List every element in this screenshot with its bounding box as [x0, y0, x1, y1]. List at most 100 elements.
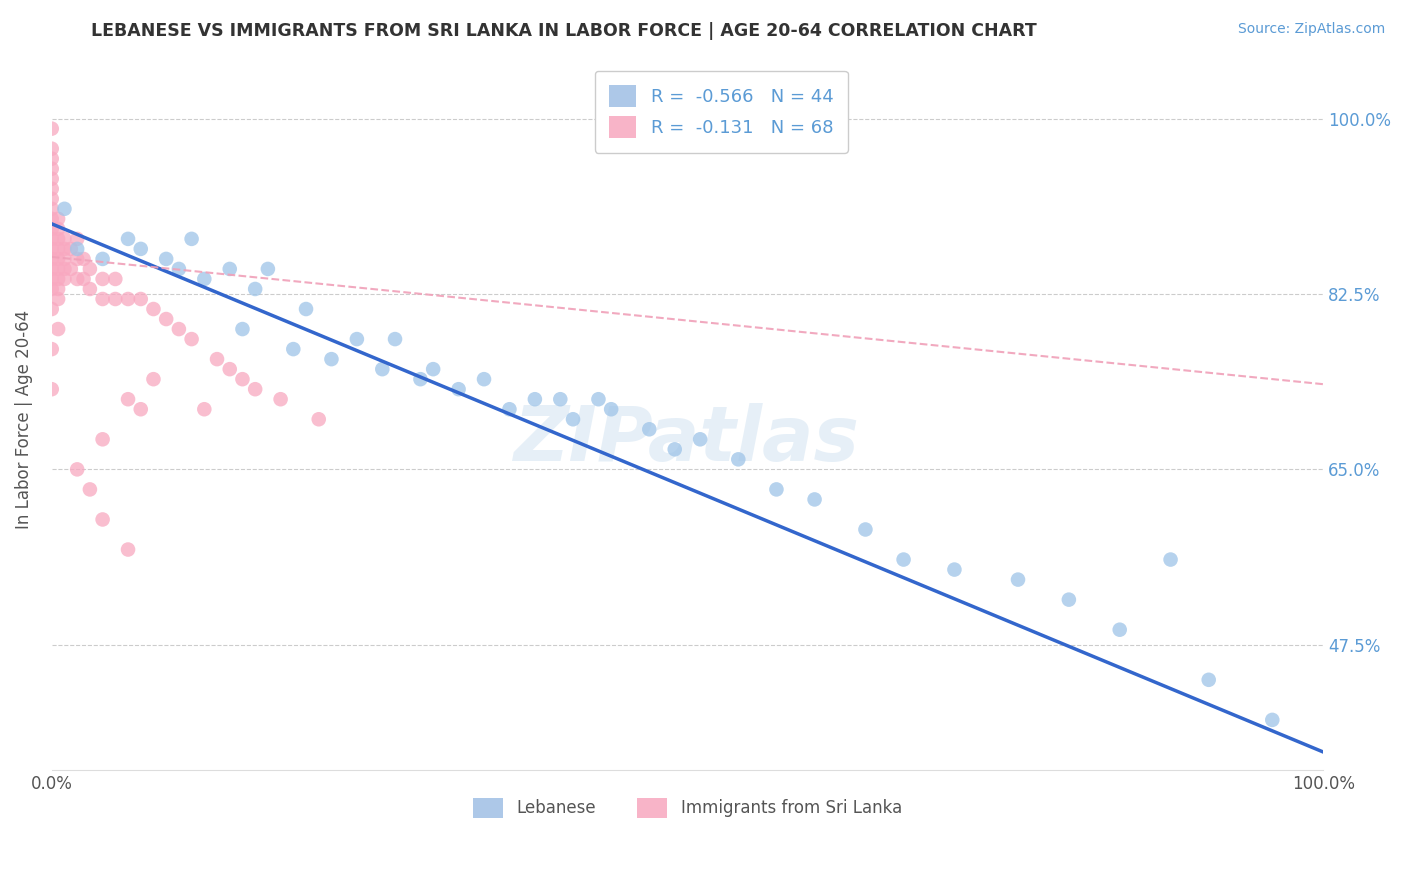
- Point: [91, 512, 114, 526]
- Point: [46, 211, 69, 226]
- Point: [218, 362, 240, 376]
- Point: [765, 483, 787, 497]
- Point: [117, 292, 139, 306]
- Point: [803, 492, 825, 507]
- Point: [41, 161, 63, 176]
- Point: [46, 232, 69, 246]
- Point: [91, 272, 114, 286]
- Point: [41, 252, 63, 266]
- Point: [46, 322, 69, 336]
- Point: [295, 301, 318, 316]
- Point: [79, 262, 101, 277]
- Point: [41, 301, 63, 316]
- Point: [46, 272, 69, 286]
- Point: [193, 402, 215, 417]
- Point: [91, 432, 114, 446]
- Point: [167, 262, 190, 277]
- Point: [893, 552, 915, 566]
- Point: [46, 252, 69, 266]
- Point: [1057, 592, 1080, 607]
- Point: [346, 332, 368, 346]
- Point: [257, 262, 280, 277]
- Point: [638, 422, 661, 436]
- Point: [142, 372, 165, 386]
- Point: [943, 563, 966, 577]
- Point: [205, 352, 228, 367]
- Point: [270, 392, 292, 407]
- Point: [72, 272, 94, 286]
- Point: [155, 312, 177, 326]
- Point: [41, 272, 63, 286]
- Point: [79, 483, 101, 497]
- Point: [142, 301, 165, 316]
- Point: [117, 542, 139, 557]
- Point: [1160, 552, 1182, 566]
- Point: [53, 262, 76, 277]
- Point: [66, 462, 89, 476]
- Point: [53, 232, 76, 246]
- Point: [41, 171, 63, 186]
- Point: [447, 382, 470, 396]
- Point: [66, 252, 89, 266]
- Point: [91, 292, 114, 306]
- Point: [66, 232, 89, 246]
- Point: [79, 282, 101, 296]
- Point: [41, 282, 63, 296]
- Point: [689, 432, 711, 446]
- Point: [727, 452, 749, 467]
- Point: [66, 272, 89, 286]
- Point: [218, 262, 240, 277]
- Point: [664, 442, 686, 457]
- Point: [46, 282, 69, 296]
- Point: [129, 242, 152, 256]
- Point: [41, 202, 63, 216]
- Point: [231, 322, 253, 336]
- Point: [308, 412, 330, 426]
- Point: [180, 332, 202, 346]
- Point: [53, 272, 76, 286]
- Point: [41, 342, 63, 356]
- Point: [72, 252, 94, 266]
- Point: [41, 242, 63, 256]
- Point: [283, 342, 305, 356]
- Legend: Lebanese, Immigrants from Sri Lanka: Lebanese, Immigrants from Sri Lanka: [467, 791, 908, 825]
- Point: [1198, 673, 1220, 687]
- Point: [409, 372, 432, 386]
- Text: LEBANESE VS IMMIGRANTS FROM SRI LANKA IN LABOR FORCE | AGE 20-64 CORRELATION CHA: LEBANESE VS IMMIGRANTS FROM SRI LANKA IN…: [91, 22, 1038, 40]
- Point: [562, 412, 585, 426]
- Point: [53, 252, 76, 266]
- Point: [46, 292, 69, 306]
- Point: [41, 142, 63, 156]
- Point: [53, 242, 76, 256]
- Point: [498, 402, 520, 417]
- Point: [155, 252, 177, 266]
- Point: [243, 382, 266, 396]
- Y-axis label: In Labor Force | Age 20-64: In Labor Force | Age 20-64: [15, 310, 32, 529]
- Point: [41, 262, 63, 277]
- Point: [472, 372, 495, 386]
- Point: [1261, 713, 1284, 727]
- Point: [243, 282, 266, 296]
- Text: Source: ZipAtlas.com: Source: ZipAtlas.com: [1237, 22, 1385, 37]
- Point: [1007, 573, 1029, 587]
- Point: [46, 262, 69, 277]
- Point: [129, 402, 152, 417]
- Point: [180, 232, 202, 246]
- Point: [193, 272, 215, 286]
- Point: [117, 232, 139, 246]
- Point: [231, 372, 253, 386]
- Point: [855, 523, 877, 537]
- Point: [321, 352, 343, 367]
- Point: [46, 242, 69, 256]
- Point: [117, 392, 139, 407]
- Point: [66, 242, 89, 256]
- Point: [59, 262, 82, 277]
- Point: [523, 392, 546, 407]
- Text: ZIPatlas: ZIPatlas: [515, 403, 860, 477]
- Point: [588, 392, 610, 407]
- Point: [550, 392, 572, 407]
- Point: [41, 382, 63, 396]
- Point: [371, 362, 394, 376]
- Point: [129, 292, 152, 306]
- Point: [41, 192, 63, 206]
